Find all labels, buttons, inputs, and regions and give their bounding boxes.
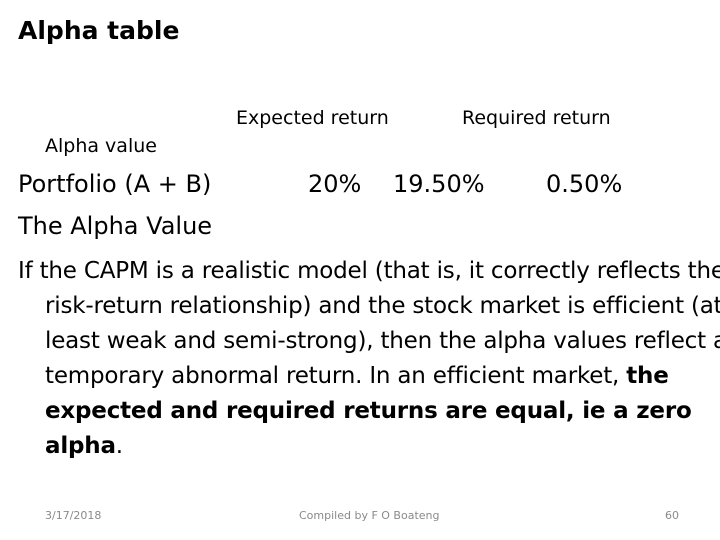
table-row-label: Portfolio (A + B) bbox=[18, 170, 212, 198]
column-header-required-return: Required return bbox=[462, 107, 611, 129]
table-cell-expected-return: 20% bbox=[308, 170, 362, 198]
page-number: 60 bbox=[665, 509, 679, 522]
body-paragraph: If the CAPM is a realistic model (that i… bbox=[18, 254, 720, 464]
paragraph-end: . bbox=[115, 433, 123, 459]
table-cell-alpha-value: 0.50% bbox=[546, 170, 623, 198]
section-heading: The Alpha Value bbox=[18, 212, 213, 240]
paragraph-emphasis: the expected and required returns are eq… bbox=[45, 363, 692, 459]
footer-date: 3/17/2018 bbox=[45, 509, 102, 522]
column-header-alpha-value: Alpha value bbox=[45, 135, 157, 157]
column-header-expected-return: Expected return bbox=[236, 107, 389, 129]
slide-title: Alpha table bbox=[18, 16, 180, 45]
table-cell-required-return: 19.50% bbox=[393, 170, 485, 198]
paragraph-text: If the CAPM is a realistic model (that i… bbox=[18, 258, 720, 389]
footer-credit: Compiled by F O Boateng bbox=[299, 509, 440, 522]
